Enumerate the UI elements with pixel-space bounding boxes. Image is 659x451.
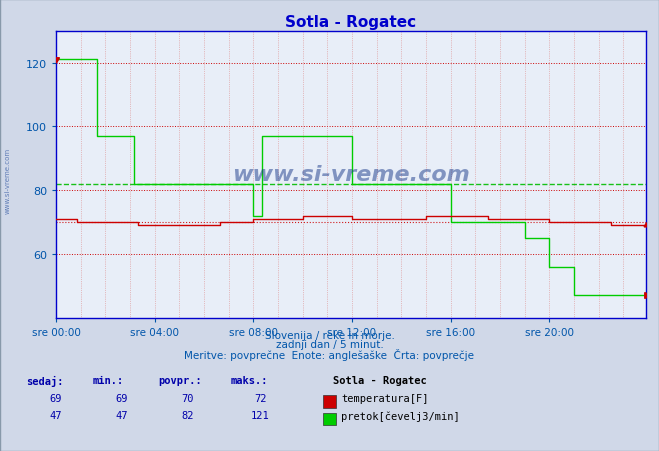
Text: 82: 82 [182, 410, 194, 420]
Text: www.si-vreme.com: www.si-vreme.com [232, 165, 470, 185]
Text: 47: 47 [50, 410, 62, 420]
Text: 47: 47 [116, 410, 128, 420]
Text: 121: 121 [251, 410, 270, 420]
Text: min.:: min.: [92, 375, 123, 385]
Text: zadnji dan / 5 minut.: zadnji dan / 5 minut. [275, 339, 384, 349]
Text: maks.:: maks.: [231, 375, 268, 385]
Text: sedaj:: sedaj: [26, 375, 64, 386]
Text: temperatura[F]: temperatura[F] [341, 393, 429, 403]
Text: www.si-vreme.com: www.si-vreme.com [5, 147, 11, 213]
Text: Slovenija / reke in morje.: Slovenija / reke in morje. [264, 330, 395, 340]
Text: Sotla - Rogatec: Sotla - Rogatec [333, 375, 426, 385]
Text: 70: 70 [182, 393, 194, 403]
Text: 69: 69 [116, 393, 128, 403]
Text: 72: 72 [254, 393, 266, 403]
Text: 69: 69 [50, 393, 62, 403]
Text: povpr.:: povpr.: [158, 375, 202, 385]
Text: Meritve: povprečne  Enote: anglešaške  Črta: povprečje: Meritve: povprečne Enote: anglešaške Črt… [185, 348, 474, 360]
Text: pretok[čevelj3/min]: pretok[čevelj3/min] [341, 410, 460, 421]
Title: Sotla - Rogatec: Sotla - Rogatec [285, 15, 416, 30]
